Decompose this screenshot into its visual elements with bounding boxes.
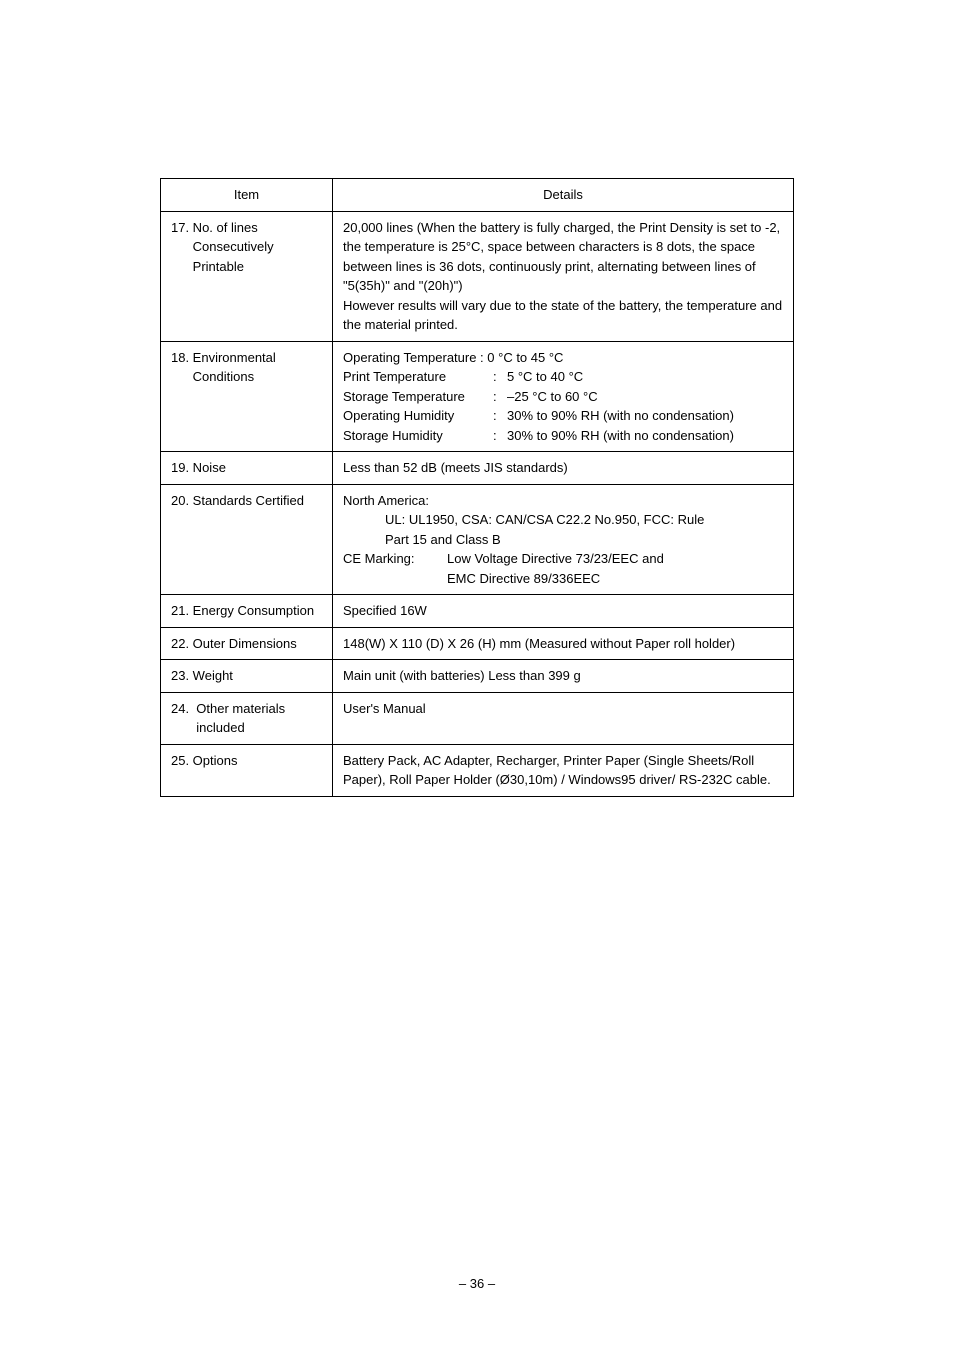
cell-item: 23. Weight (161, 660, 333, 693)
cell-details: 148(W) X 110 (D) X 26 (H) mm (Measured w… (333, 627, 794, 660)
env-print-temp: Print Temperature : 5 °C to 40 °C (343, 367, 783, 387)
env-storage-temp: Storage Temperature : –25 °C to 60 °C (343, 387, 783, 407)
ce-line2: EMC Directive 89/336EEC (343, 569, 783, 589)
env-storage-humidity: Storage Humidity : 30% to 90% RH (with n… (343, 426, 783, 446)
table-row: 22. Outer Dimensions 148(W) X 110 (D) X … (161, 627, 794, 660)
table-row: 17. No. of lines Consecutively Printable… (161, 211, 794, 341)
kv-label: Storage Humidity (343, 426, 493, 446)
na-line2: Part 15 and Class B (343, 530, 783, 550)
cell-item: 19. Noise (161, 452, 333, 485)
table-header-row: Item Details (161, 179, 794, 212)
table-row: 25. Options Battery Pack, AC Adapter, Re… (161, 744, 794, 796)
ce-label: CE Marking: (343, 549, 447, 569)
item-text: 18. Environmental Conditions (171, 348, 322, 387)
table-row: 23. Weight Main unit (with batteries) Le… (161, 660, 794, 693)
kv-colon: : (493, 406, 507, 426)
cell-item: 22. Outer Dimensions (161, 627, 333, 660)
cell-item: 24. Other materials included (161, 692, 333, 744)
kv-value: 30% to 90% RH (with no condensation) (507, 426, 734, 446)
env-op-humidity: Operating Humidity : 30% to 90% RH (with… (343, 406, 783, 426)
table-row: 18. Environmental Conditions Operating T… (161, 341, 794, 452)
header-details: Details (333, 179, 794, 212)
table-row: 21. Energy Consumption Specified 16W (161, 595, 794, 628)
env-intro: Operating Temperature : 0 °C to 45 °C (343, 348, 783, 368)
cell-details: North America: UL: UL1950, CSA: CAN/CSA … (333, 484, 794, 595)
cell-details: 20,000 lines (When the battery is fully … (333, 211, 794, 341)
ce-line1: Low Voltage Directive 73/23/EEC and (447, 549, 664, 569)
page-number: – 36 – (0, 1276, 954, 1291)
cell-item: 17. No. of lines Consecutively Printable (161, 211, 333, 341)
cell-details: Main unit (with batteries) Less than 399… (333, 660, 794, 693)
na-line1: UL: UL1950, CSA: CAN/CSA C22.2 No.950, F… (343, 510, 783, 530)
ce-row: CE Marking: Low Voltage Directive 73/23/… (343, 549, 783, 569)
cell-details: Less than 52 dB (meets JIS standards) (333, 452, 794, 485)
page-container: Item Details 17. No. of lines Consecutiv… (0, 0, 954, 797)
details-text: 20,000 lines (When the battery is fully … (343, 218, 783, 335)
item-text: 17. No. of lines Consecutively Printable (171, 218, 322, 277)
cell-details: Specified 16W (333, 595, 794, 628)
cell-details: User's Manual (333, 692, 794, 744)
cell-details: Battery Pack, AC Adapter, Recharger, Pri… (333, 744, 794, 796)
cell-details: Operating Temperature : 0 °C to 45 °C Pr… (333, 341, 794, 452)
cell-item: 21. Energy Consumption (161, 595, 333, 628)
cell-item: 18. Environmental Conditions (161, 341, 333, 452)
kv-label: Operating Humidity (343, 406, 493, 426)
cell-item: 25. Options (161, 744, 333, 796)
na-label: North America: (343, 491, 783, 511)
kv-colon: : (493, 426, 507, 446)
table-row: 24. Other materials included User's Manu… (161, 692, 794, 744)
header-item: Item (161, 179, 333, 212)
spec-table: Item Details 17. No. of lines Consecutiv… (160, 178, 794, 797)
table-row: 19. Noise Less than 52 dB (meets JIS sta… (161, 452, 794, 485)
kv-colon: : (493, 367, 507, 387)
kv-value: 5 °C to 40 °C (507, 367, 583, 387)
kv-value: 30% to 90% RH (with no condensation) (507, 406, 734, 426)
kv-label: Print Temperature (343, 367, 493, 387)
cell-item: 20. Standards Certified (161, 484, 333, 595)
kv-colon: : (493, 387, 507, 407)
kv-label: Storage Temperature (343, 387, 493, 407)
item-text: 24. Other materials included (171, 699, 322, 738)
table-row: 20. Standards Certified North America: U… (161, 484, 794, 595)
kv-value: –25 °C to 60 °C (507, 387, 598, 407)
